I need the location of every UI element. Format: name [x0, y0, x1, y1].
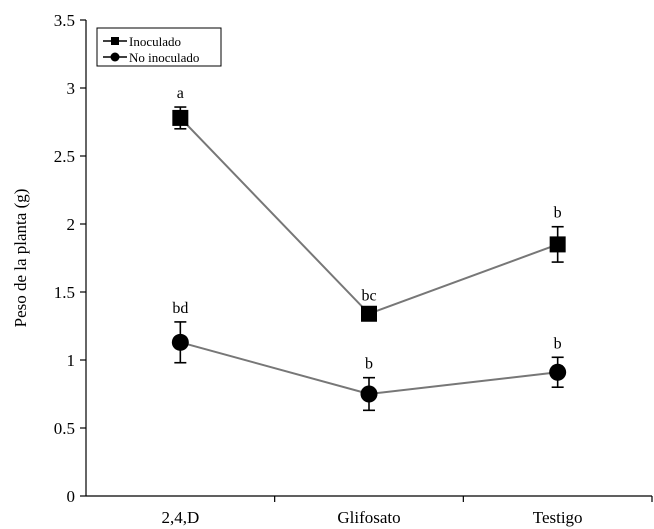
data-label: bc: [361, 288, 376, 305]
y-tick-label: 0: [67, 487, 76, 506]
data-point-circle: [171, 333, 189, 351]
data-label: b: [554, 205, 562, 222]
series-inoculado: a bc b: [172, 85, 566, 322]
y-tick-label: 1.5: [54, 283, 75, 302]
y-ticks: 0 0.5 1 1.5 2 2.5 3 3.5: [54, 11, 86, 506]
x-tick-label: 2,4,D: [161, 508, 199, 527]
series-no-inoculado: bd b b: [171, 300, 567, 412]
series-layer: a bc b bd b b: [171, 85, 567, 412]
data-label: bd: [172, 300, 188, 317]
y-tick-label: 1: [67, 351, 76, 370]
data-point-square: [549, 236, 566, 253]
series-line: [179, 117, 559, 315]
y-axis-label: Peso de la planta (g): [11, 189, 30, 328]
data-point-square: [361, 305, 377, 322]
data-label: b: [554, 335, 562, 352]
x-tick-label: Glifosato: [337, 508, 400, 527]
data-label: b: [365, 356, 373, 373]
y-tick-label: 0.5: [54, 419, 75, 438]
axes: [85, 20, 652, 497]
legend-square-marker: [111, 37, 119, 45]
data-point-circle: [549, 363, 567, 381]
data-point-square: [172, 109, 189, 126]
x-ticks: 2,4,D Glifosato Testigo: [161, 496, 653, 527]
legend-label: No inoculado: [129, 50, 199, 65]
y-tick-label: 2.5: [54, 147, 75, 166]
legend-circle-marker: [110, 52, 120, 62]
data-label: a: [177, 85, 184, 102]
legend-label: Inoculado: [129, 34, 181, 49]
data-point-circle: [360, 385, 378, 403]
y-tick-label: 2: [67, 215, 76, 234]
y-tick-label: 3.5: [54, 11, 75, 30]
y-tick-label: 3: [67, 79, 76, 98]
x-tick-label: Testigo: [533, 508, 583, 527]
